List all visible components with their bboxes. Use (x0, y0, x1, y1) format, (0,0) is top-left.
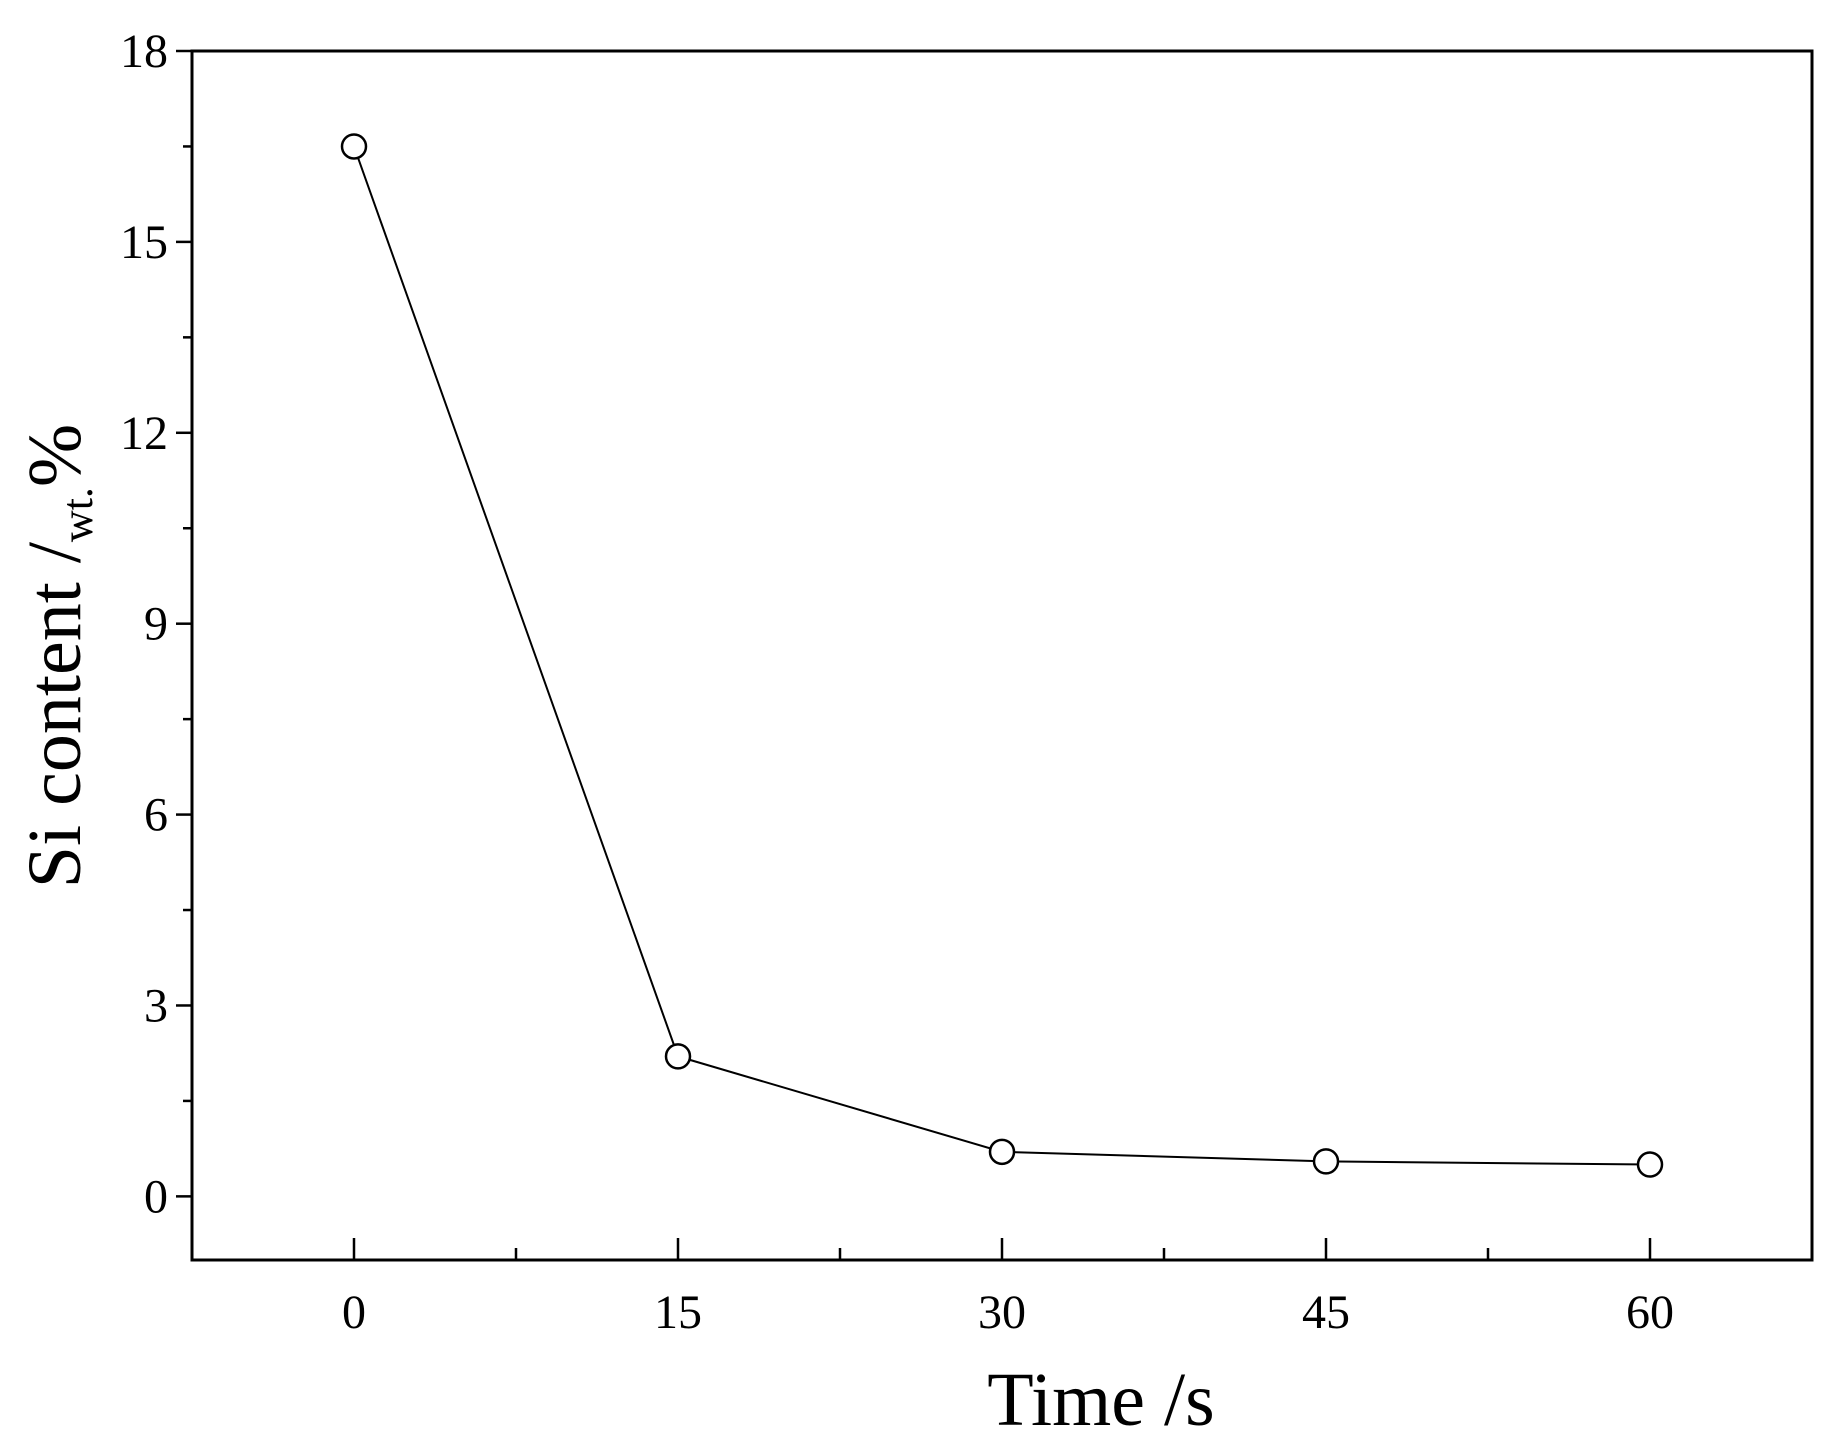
data-point (664, 1043, 692, 1070)
y-tick-label: 9 (144, 598, 168, 651)
y-label-sub: wt. (53, 487, 102, 542)
y-tick-label: 15 (120, 216, 168, 269)
y-tick-label: 0 (144, 1170, 168, 1223)
y-tick-label: 3 (144, 979, 168, 1032)
data-line (353, 146, 1651, 1166)
data-point (1636, 1151, 1664, 1178)
y-axis-label: Si content /wt.% (13, 424, 102, 889)
x-tick-label: 45 (1302, 1286, 1350, 1339)
x-tick-label: 60 (1626, 1286, 1674, 1339)
data-point (988, 1138, 1016, 1166)
x-tick-label: 15 (654, 1286, 702, 1339)
y-tick-label: 12 (120, 407, 168, 460)
y-axis-label-text: Si content /wt.% (13, 424, 102, 889)
data-point (1312, 1148, 1340, 1175)
data-point (340, 133, 368, 160)
y-tick-label: 6 (144, 789, 168, 842)
y-label-main: Si content / (13, 541, 97, 888)
plot-frame (190, 49, 1814, 1262)
x-axis-label: Time /s (987, 1358, 1214, 1442)
x-tick-label: 30 (978, 1286, 1026, 1339)
x-tick-label: 0 (342, 1286, 366, 1339)
y-label-unit: % (13, 424, 97, 487)
y-tick-label: 18 (120, 25, 168, 78)
